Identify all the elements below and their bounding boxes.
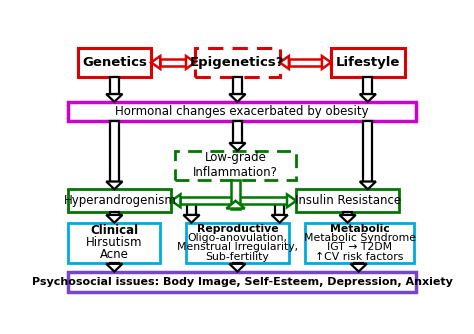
Polygon shape — [171, 194, 181, 207]
Text: Metabolic Syndrome: Metabolic Syndrome — [303, 233, 416, 243]
Text: Oligo-anovulation,: Oligo-anovulation, — [187, 233, 287, 243]
Polygon shape — [229, 94, 246, 102]
Polygon shape — [186, 56, 195, 69]
Polygon shape — [110, 212, 119, 215]
Polygon shape — [187, 201, 196, 215]
Polygon shape — [106, 182, 122, 189]
FancyBboxPatch shape — [68, 272, 416, 292]
Text: Epigenetics?: Epigenetics? — [190, 56, 285, 69]
Text: Menstrual Irregularity,: Menstrual Irregularity, — [177, 242, 298, 252]
FancyBboxPatch shape — [68, 102, 416, 121]
Text: Lifestyle: Lifestyle — [336, 56, 400, 69]
Polygon shape — [287, 194, 296, 207]
Polygon shape — [106, 215, 122, 223]
Text: Low-grade
Inflammation?: Low-grade Inflammation? — [193, 151, 278, 179]
FancyBboxPatch shape — [68, 189, 171, 212]
FancyBboxPatch shape — [78, 48, 151, 77]
Text: ↑CV risk factors: ↑CV risk factors — [315, 252, 404, 262]
Polygon shape — [160, 59, 186, 66]
Polygon shape — [343, 212, 352, 215]
Text: Sub-fertility: Sub-fertility — [206, 252, 269, 262]
Polygon shape — [227, 201, 245, 208]
Polygon shape — [151, 56, 160, 69]
Polygon shape — [322, 56, 331, 69]
Polygon shape — [354, 263, 363, 264]
FancyBboxPatch shape — [175, 151, 296, 180]
Polygon shape — [229, 143, 246, 151]
Text: Hirsutism: Hirsutism — [86, 236, 143, 249]
Polygon shape — [339, 215, 356, 223]
Polygon shape — [364, 121, 372, 182]
Polygon shape — [360, 94, 376, 102]
Text: Insulin Resistance: Insulin Resistance — [294, 194, 401, 207]
FancyBboxPatch shape — [296, 189, 399, 212]
FancyBboxPatch shape — [186, 223, 289, 263]
Polygon shape — [233, 263, 242, 264]
Polygon shape — [275, 201, 284, 215]
Polygon shape — [106, 264, 122, 272]
Polygon shape — [106, 94, 122, 102]
Text: Reproductive: Reproductive — [197, 224, 278, 234]
Polygon shape — [110, 263, 119, 264]
Text: Genetics: Genetics — [82, 56, 147, 69]
Text: Clinical: Clinical — [90, 224, 138, 237]
FancyBboxPatch shape — [195, 48, 280, 77]
Polygon shape — [231, 180, 240, 208]
Polygon shape — [280, 56, 289, 69]
FancyBboxPatch shape — [68, 223, 160, 263]
Text: Hyperandrogenism: Hyperandrogenism — [64, 194, 176, 207]
Polygon shape — [183, 215, 200, 223]
FancyBboxPatch shape — [305, 223, 414, 263]
Polygon shape — [289, 59, 322, 66]
Polygon shape — [233, 121, 242, 143]
Polygon shape — [229, 264, 246, 272]
Polygon shape — [181, 197, 287, 204]
Polygon shape — [364, 77, 372, 94]
FancyBboxPatch shape — [331, 48, 405, 77]
Polygon shape — [351, 264, 367, 272]
Text: Hormonal changes exacerbated by obesity: Hormonal changes exacerbated by obesity — [115, 105, 369, 118]
Text: Metabolic: Metabolic — [330, 224, 390, 234]
Text: IGT → T2DM: IGT → T2DM — [327, 242, 392, 252]
Text: Acne: Acne — [100, 248, 129, 261]
Text: Psychosocial issues: Body Image, Self-Esteem, Depression, Anxiety: Psychosocial issues: Body Image, Self-Es… — [32, 277, 453, 287]
Polygon shape — [360, 182, 376, 189]
Polygon shape — [233, 77, 242, 94]
Polygon shape — [110, 77, 119, 94]
Polygon shape — [110, 121, 119, 182]
Polygon shape — [272, 215, 288, 223]
